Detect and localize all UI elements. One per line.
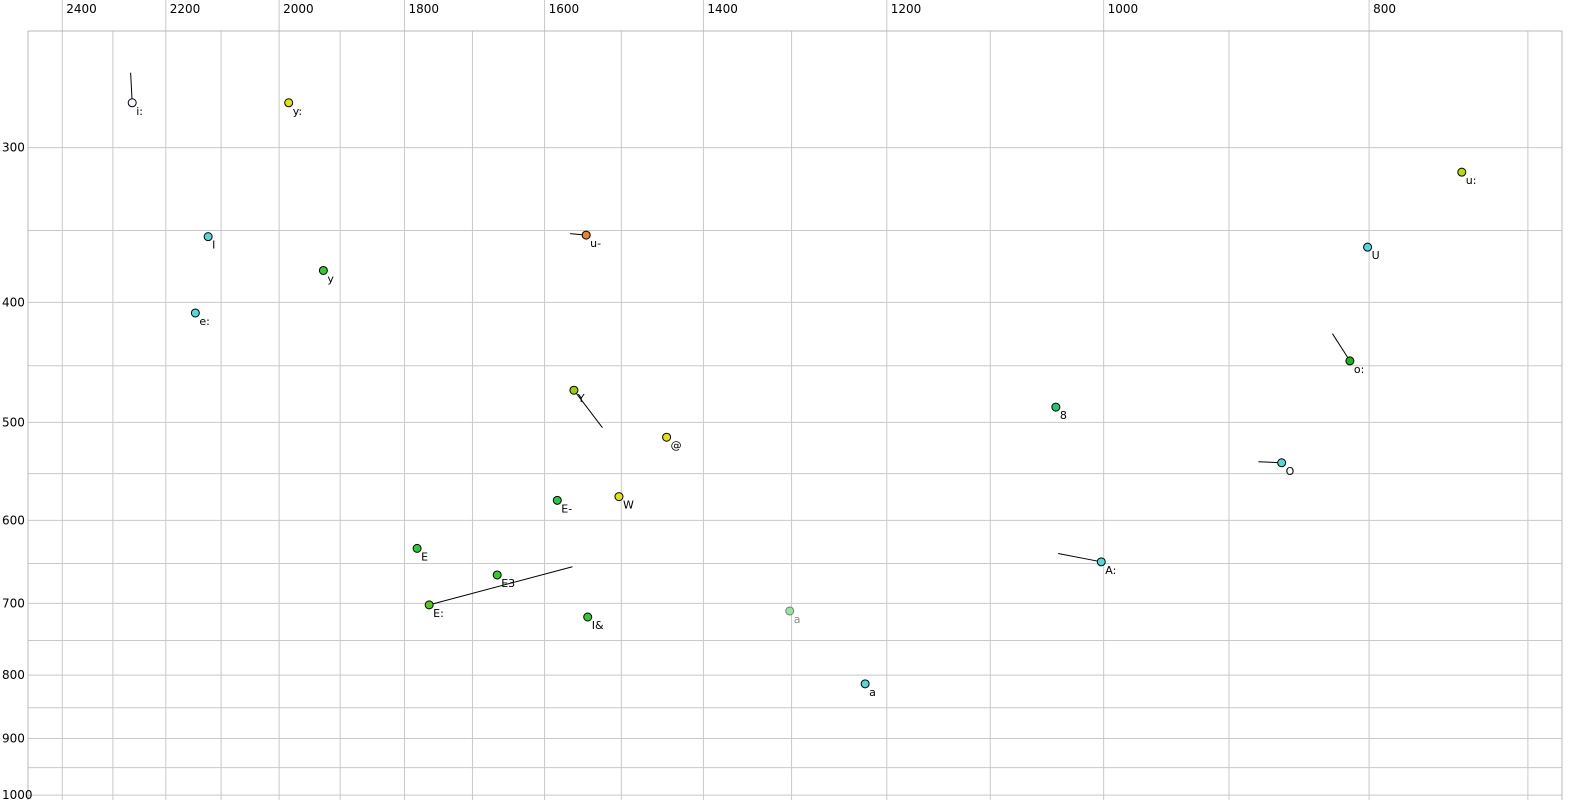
x-tick-label: 2000 bbox=[283, 2, 314, 16]
y-tick-label: 900 bbox=[2, 732, 25, 746]
vowel-point[interactable] bbox=[1363, 242, 1373, 252]
vowel-point[interactable] bbox=[412, 543, 422, 553]
vowel-point-label: e: bbox=[199, 315, 209, 328]
x-tick-label: 1800 bbox=[408, 2, 439, 16]
vowel-point-label: 8 bbox=[1060, 409, 1067, 422]
vowel-point[interactable] bbox=[203, 232, 213, 242]
vowel-point-label: u: bbox=[1466, 174, 1477, 187]
vowel-point-label: E: bbox=[433, 607, 444, 620]
vowel-point-label: O bbox=[1286, 465, 1295, 478]
x-tick-label: 2400 bbox=[66, 2, 97, 16]
vowel-point[interactable] bbox=[284, 98, 294, 108]
vowel-point[interactable] bbox=[318, 265, 328, 275]
y-tick-label: 400 bbox=[2, 295, 25, 309]
vowel-point[interactable] bbox=[424, 600, 434, 610]
vowel-point[interactable] bbox=[1345, 356, 1355, 366]
vowel-point[interactable] bbox=[1096, 557, 1106, 567]
vowel-trail bbox=[1058, 552, 1102, 563]
vowel-point-label: U bbox=[1372, 249, 1380, 262]
vowel-point-label: I bbox=[212, 239, 215, 252]
vowel-point-label: E bbox=[421, 550, 428, 563]
vowel-point-label: y bbox=[327, 272, 334, 285]
vowel-point[interactable] bbox=[583, 612, 593, 622]
vowel-point[interactable] bbox=[581, 230, 591, 240]
vowel-point-label: I& bbox=[592, 619, 604, 632]
vowel-point[interactable] bbox=[569, 385, 579, 395]
vowel-point-label: a bbox=[869, 686, 876, 699]
y-tick-label: 700 bbox=[2, 596, 25, 610]
vowel-point-label: E- bbox=[561, 502, 572, 515]
vowel-point[interactable] bbox=[1277, 458, 1287, 468]
vowel-point[interactable] bbox=[552, 495, 562, 505]
vowel-point[interactable] bbox=[860, 679, 870, 689]
x-tick-label: 1400 bbox=[707, 2, 738, 16]
vowel-point-label: A: bbox=[1105, 564, 1116, 577]
vowel-point-label: Y bbox=[577, 392, 585, 405]
vowel-point-label: o: bbox=[1354, 363, 1364, 376]
y-tick-label: 500 bbox=[2, 415, 25, 429]
vowel-point-label: u- bbox=[590, 237, 601, 250]
vowel-point-label: W bbox=[623, 499, 634, 512]
vowel-trail bbox=[573, 389, 603, 429]
vowel-point-label: E3 bbox=[501, 577, 515, 590]
vowel-point[interactable] bbox=[190, 308, 200, 318]
vowel-point-label: @ bbox=[671, 439, 682, 452]
vowel-point[interactable] bbox=[614, 492, 624, 502]
x-tick-label: 1000 bbox=[1108, 2, 1139, 16]
vowel-point-label: i: bbox=[136, 105, 143, 118]
y-tick-label: 600 bbox=[2, 513, 25, 527]
vowel-point-label: a bbox=[794, 613, 801, 626]
y-tick-label: 300 bbox=[2, 141, 25, 155]
y-tick-label: 800 bbox=[2, 668, 25, 682]
vowel-point[interactable] bbox=[1051, 402, 1061, 412]
x-tick-label: 2200 bbox=[170, 2, 201, 16]
vowel-point[interactable] bbox=[127, 98, 137, 108]
x-tick-label: 1600 bbox=[549, 2, 580, 16]
vowel-point[interactable] bbox=[492, 570, 502, 580]
vowel-point[interactable] bbox=[785, 606, 795, 616]
vowel-trail bbox=[1332, 333, 1351, 362]
vowel-point[interactable] bbox=[662, 432, 672, 442]
x-tick-label: 1200 bbox=[891, 2, 922, 16]
x-tick-label: 800 bbox=[1373, 2, 1396, 16]
vowel-point[interactable] bbox=[1457, 167, 1467, 177]
vowel-trail bbox=[429, 566, 573, 606]
vowel-point-label: y: bbox=[293, 105, 302, 118]
vowel-trail bbox=[130, 72, 133, 103]
y-tick-label: 1000 bbox=[2, 788, 33, 800]
